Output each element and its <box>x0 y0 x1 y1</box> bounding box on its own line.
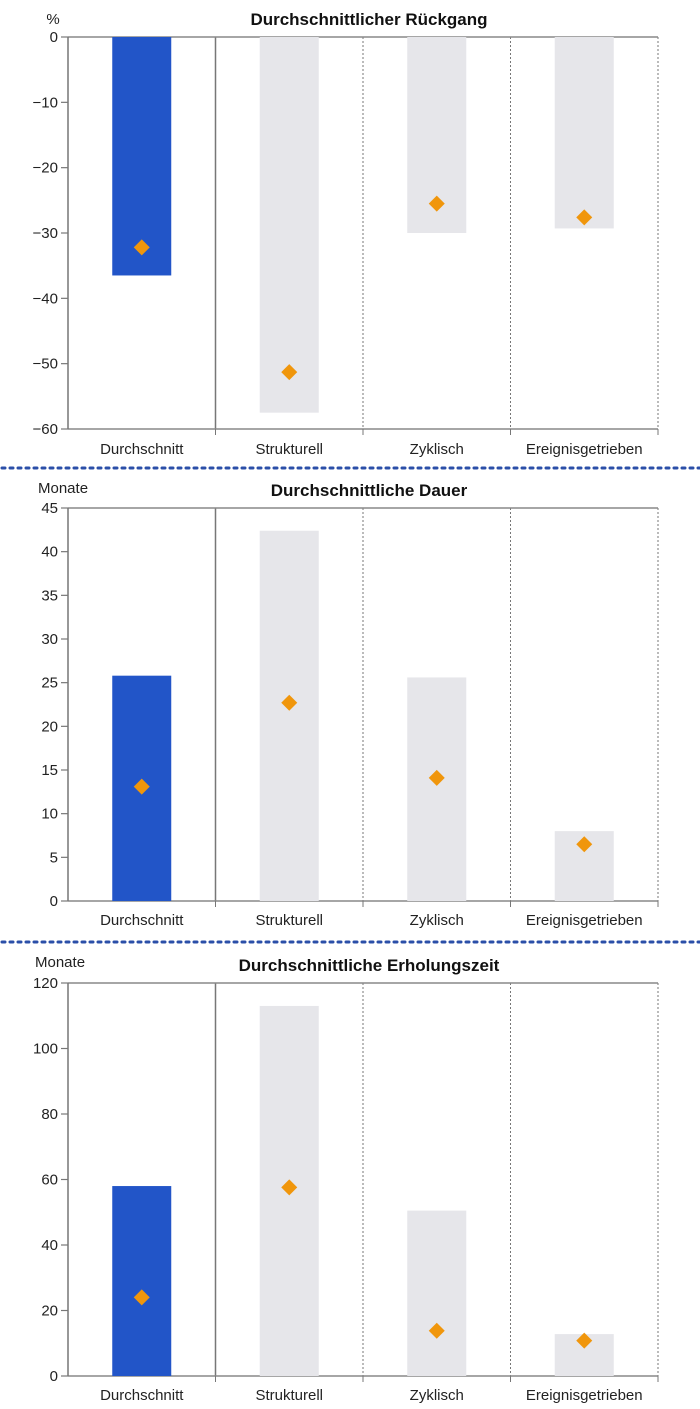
y-tick-label: 120 <box>33 975 58 992</box>
y-tick-label: 0 <box>50 1368 58 1385</box>
x-category-label: Strukturell <box>255 1387 323 1404</box>
diamond-marker-durchschnitt <box>133 1289 150 1306</box>
chart-title: Durchschnittliche Dauer <box>271 481 468 500</box>
y-tick-label: 20 <box>41 718 58 735</box>
diamond-marker-durchschnitt <box>133 239 150 256</box>
x-category-label: Zyklisch <box>410 1387 464 1404</box>
chart-panel-3: Durchschnittliche Erholungszeit Monate 0 20… <box>33 954 659 1404</box>
diamond-marker-strukturell <box>281 1179 298 1196</box>
x-category-label: Durchschnitt <box>100 1387 184 1404</box>
y-tick-label: 40 <box>41 544 58 561</box>
y-tick-label: −20 <box>33 160 58 177</box>
bar-durchschnitt <box>112 1186 172 1376</box>
y-tick-label: 5 <box>50 849 58 866</box>
diamond-marker-strukturell <box>281 364 298 381</box>
y-axis-unit-label: Monate <box>35 954 85 971</box>
y-tick-label: −10 <box>33 94 58 111</box>
y-tick-label: −60 <box>33 421 58 438</box>
y-tick-label: 0 <box>50 893 58 910</box>
y-tick-label: 25 <box>41 675 58 692</box>
x-category-label: Strukturell <box>255 441 323 458</box>
x-category-label: Ereignisgetrieben <box>526 912 643 929</box>
y-tick-label: 80 <box>41 1106 58 1123</box>
y-tick-label: 30 <box>41 631 58 648</box>
diamond-marker-ereignisgetrieben <box>576 836 593 853</box>
x-category-label: Strukturell <box>255 912 323 929</box>
diamond-marker-zyklisch <box>428 195 445 212</box>
x-category-label: Zyklisch <box>410 441 464 458</box>
y-tick-label: 35 <box>41 587 58 604</box>
bar-durchschnitt <box>112 37 172 276</box>
chart-panel-1: Durchschnittlicher Rückgang%0 −10 −20 −30 −4… <box>33 10 659 458</box>
bar-zyklisch <box>407 677 467 901</box>
x-category-label: Zyklisch <box>410 912 464 929</box>
y-tick-label: −30 <box>33 225 58 242</box>
bar-strukturell <box>259 37 319 413</box>
bar-ereignisgetrieben <box>554 37 614 229</box>
chart-panel-2: Durchschnittliche Dauer Monate 0 5 10 15 20 25 3… <box>38 480 659 929</box>
y-tick-label: 100 <box>33 1041 58 1058</box>
y-axis-unit-label: Monate <box>38 480 88 497</box>
y-tick-label: 40 <box>41 1237 58 1254</box>
x-category-label: Durchschnitt <box>100 441 184 458</box>
y-tick-label: 45 <box>41 500 58 517</box>
diamond-marker-durchschnitt <box>133 778 150 795</box>
y-tick-label: 60 <box>41 1172 58 1189</box>
chart-title: Durchschnittlicher Rückgang <box>250 10 487 29</box>
bar-zyklisch <box>407 1210 467 1376</box>
diamond-marker-ereignisgetrieben <box>576 1332 593 1349</box>
x-category-label: Ereignisgetrieben <box>526 441 643 458</box>
y-tick-label: 10 <box>41 806 58 823</box>
diamond-marker-zyklisch <box>428 769 445 786</box>
y-tick-label: 20 <box>41 1303 58 1320</box>
y-axis-unit-label: % <box>46 11 59 28</box>
x-category-label: Ereignisgetrieben <box>526 1387 643 1404</box>
bar-strukturell <box>259 530 319 901</box>
diamond-marker-ereignisgetrieben <box>576 209 593 226</box>
diamond-marker-zyklisch <box>428 1322 445 1339</box>
y-tick-label: 15 <box>41 762 58 779</box>
y-tick-label: 0 <box>50 29 58 46</box>
chart-title: Durchschnittliche Erholungszeit <box>239 956 500 975</box>
y-tick-label: −50 <box>33 356 58 373</box>
x-category-label: Durchschnitt <box>100 912 184 929</box>
y-tick-label: −40 <box>33 290 58 307</box>
diamond-marker-strukturell <box>281 694 298 711</box>
